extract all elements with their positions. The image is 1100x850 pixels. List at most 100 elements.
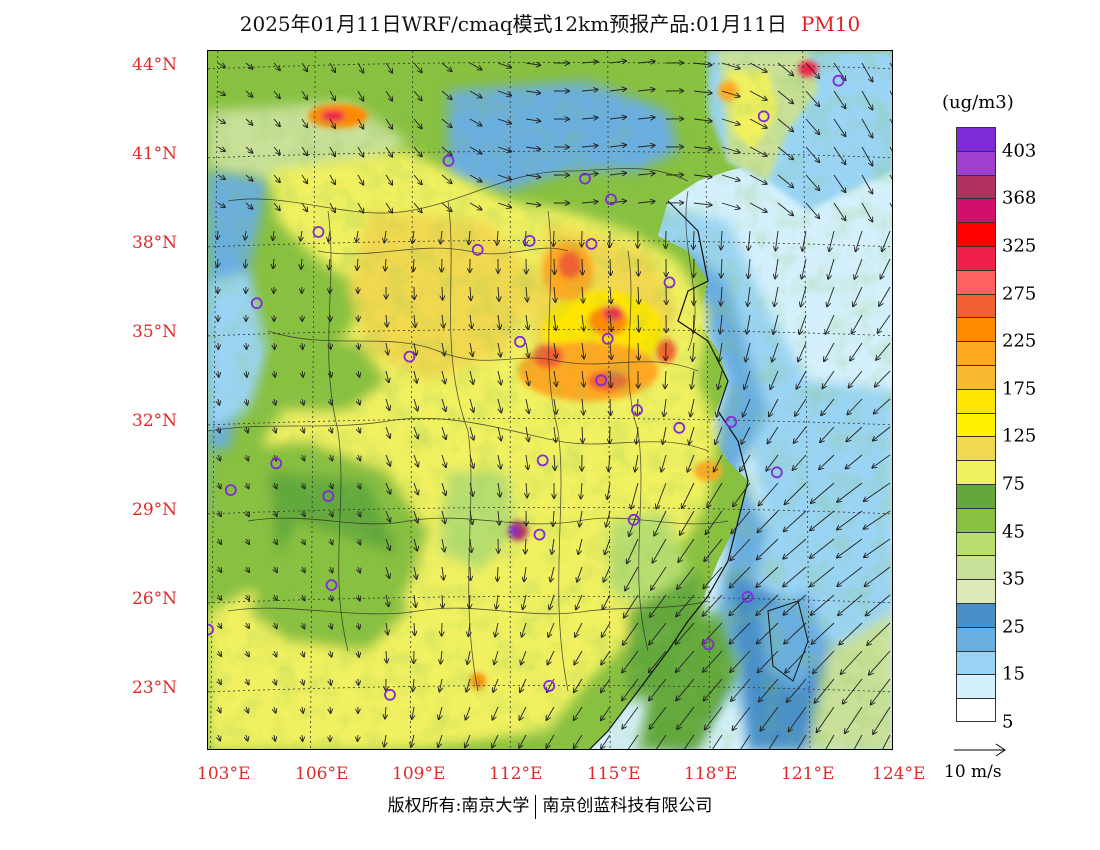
wind-arrow (330, 566, 333, 573)
wind-arrow (497, 174, 511, 180)
wind-arrow (470, 342, 473, 356)
wind-arrow (651, 566, 667, 590)
wind-arrow (688, 454, 695, 472)
wind-arrow (746, 342, 751, 362)
wind-arrow (356, 230, 358, 242)
wind-arrow (730, 622, 751, 644)
city-marker (601, 332, 614, 345)
wind-arrow (217, 147, 225, 151)
wind-arrow (520, 678, 527, 692)
wind-arrow (602, 622, 611, 637)
wind-arrow (654, 510, 667, 536)
graticule (208, 51, 892, 749)
wind-arrow (493, 678, 499, 692)
wind-arrow (805, 90, 819, 106)
colorbar-tick-label: 45 (1002, 521, 1025, 543)
colorbar-swatch (956, 412, 996, 437)
wind-arrow (845, 706, 863, 733)
copyright-footer: 版权所有:南京大学 南京创蓝科技有限公司 (0, 791, 1100, 819)
wind-arrow (554, 370, 557, 386)
colorbar-tick-label: 75 (1002, 473, 1025, 495)
wind-arrow (385, 118, 392, 129)
wind-arrow (582, 258, 583, 275)
wind-arrow (744, 370, 751, 389)
wind-arrow (245, 62, 253, 69)
wind-arrow (492, 706, 499, 720)
wind-arrow (582, 426, 583, 443)
wind-arrow (385, 426, 390, 438)
wind-arrow (721, 230, 722, 250)
wind-arrow (217, 175, 225, 179)
wind-arrow (273, 258, 274, 268)
wind-arrow (498, 370, 501, 385)
wind-arrow (777, 118, 793, 131)
wind-arrow (470, 482, 473, 496)
city-marker (631, 404, 643, 416)
wind-arrow (635, 454, 639, 472)
city-marker (673, 421, 686, 434)
wind-arrow (825, 314, 835, 334)
wind-arrow (649, 650, 667, 672)
wind-arrow (689, 426, 695, 444)
wind-arrow (274, 622, 277, 628)
wind-arrow (218, 595, 221, 600)
longitude-line (607, 51, 611, 749)
wind-arrow (469, 146, 482, 154)
wind-arrow (330, 510, 333, 516)
wind-arrow (889, 118, 892, 124)
wind-arrow (783, 594, 807, 615)
wind-arrow (330, 370, 331, 377)
wind-arrow (442, 286, 443, 300)
wind-arrow (245, 174, 253, 181)
wind-arrow (717, 398, 723, 417)
wind-arrow (302, 678, 304, 685)
wind-arrow (609, 61, 626, 63)
wind-arrow (469, 426, 474, 440)
wind-arrow (497, 398, 501, 413)
wind-arrow (554, 286, 555, 302)
lon-label-124: 124°E (872, 764, 926, 784)
wind-arrow (663, 426, 667, 444)
wind-arrow (637, 145, 655, 147)
wind-arrow (774, 286, 779, 306)
wind-arrow (245, 118, 253, 125)
wind-arrow (805, 118, 819, 134)
wind-arrow (329, 118, 335, 128)
wind-arrow (866, 594, 891, 616)
wind-arrow (730, 566, 751, 588)
wind-arrow (218, 510, 221, 516)
lon-label-106: 106°E (295, 764, 349, 784)
wind-arrow (636, 426, 638, 444)
wind-arrow (274, 678, 276, 685)
wind-arrow (828, 258, 835, 279)
wind-arrow (302, 650, 304, 657)
pm10-map (207, 50, 893, 750)
wind-arrow (757, 510, 779, 532)
city-marker (250, 297, 263, 310)
wind-arrow (721, 146, 740, 153)
wind-arrow (526, 342, 529, 357)
wind-arrow (876, 342, 891, 360)
wind-arrow (554, 454, 555, 470)
wind-arrow (526, 426, 529, 441)
wind-arrow (605, 538, 611, 554)
wind-arrow (497, 202, 511, 208)
wind-arrow (601, 650, 611, 665)
wind-arrow (794, 426, 807, 443)
wind-arrow (637, 201, 655, 203)
city-marker (471, 243, 484, 256)
wind-arrow (719, 342, 722, 361)
wind-arrow (245, 258, 246, 268)
wind-arrow (414, 314, 415, 327)
wind-arrow (217, 230, 218, 239)
wind-arrow (519, 734, 527, 748)
wind-arrow (384, 734, 386, 747)
wind-arrow (357, 90, 363, 101)
wind-arrow (467, 650, 470, 664)
wind-arrow (798, 342, 807, 362)
wind-arrow (861, 146, 873, 166)
wind-arrow (442, 594, 443, 608)
wind-arrow (246, 538, 249, 544)
wind-arrow (676, 650, 695, 672)
colorbar-tick-label: 175 (1002, 378, 1037, 400)
